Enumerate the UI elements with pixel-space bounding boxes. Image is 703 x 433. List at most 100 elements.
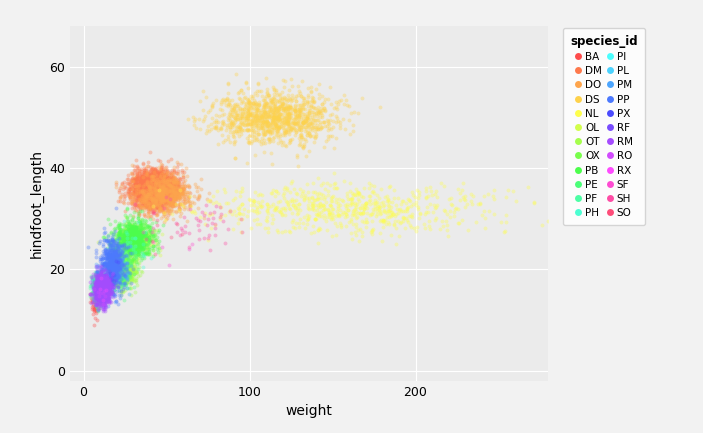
- Point: [274, 102, 285, 109]
- Point: [138, 183, 149, 190]
- Point: [94, 290, 105, 297]
- Point: [113, 271, 124, 278]
- Point: [98, 292, 110, 299]
- Point: [152, 180, 163, 187]
- Point: [120, 230, 131, 237]
- Point: [214, 213, 226, 220]
- Point: [114, 267, 125, 274]
- Point: [152, 191, 163, 198]
- Point: [299, 116, 311, 123]
- Point: [134, 237, 145, 244]
- Point: [302, 121, 313, 128]
- Point: [318, 196, 330, 203]
- Point: [137, 240, 148, 247]
- Point: [150, 179, 161, 186]
- Point: [99, 259, 110, 266]
- Point: [91, 294, 103, 301]
- Point: [157, 196, 168, 203]
- Point: [119, 268, 130, 275]
- Point: [103, 294, 114, 301]
- Point: [432, 202, 443, 209]
- Point: [153, 207, 165, 213]
- Point: [134, 234, 145, 241]
- Point: [296, 142, 307, 149]
- Point: [92, 291, 103, 297]
- Point: [543, 217, 554, 224]
- Point: [391, 225, 402, 232]
- Point: [122, 223, 133, 229]
- Point: [84, 290, 96, 297]
- Point: [116, 278, 127, 285]
- Point: [97, 275, 108, 282]
- Point: [98, 288, 109, 295]
- Point: [141, 181, 153, 187]
- Point: [128, 251, 139, 258]
- Point: [120, 262, 131, 269]
- Point: [97, 281, 108, 288]
- Point: [123, 247, 134, 254]
- Point: [149, 183, 160, 190]
- Point: [154, 201, 165, 208]
- Point: [87, 288, 98, 295]
- Point: [92, 281, 103, 288]
- Point: [93, 291, 105, 298]
- Point: [152, 193, 163, 200]
- Point: [106, 275, 117, 282]
- Point: [172, 182, 183, 189]
- Point: [317, 106, 328, 113]
- Point: [135, 238, 146, 245]
- Point: [102, 261, 113, 268]
- Point: [262, 129, 273, 136]
- Point: [99, 287, 110, 294]
- Point: [136, 186, 148, 193]
- Point: [242, 113, 253, 120]
- Point: [176, 230, 187, 237]
- Point: [122, 239, 133, 246]
- Point: [155, 193, 166, 200]
- Point: [318, 202, 330, 209]
- Point: [144, 182, 155, 189]
- Point: [145, 195, 156, 202]
- Point: [304, 106, 316, 113]
- Point: [137, 187, 148, 194]
- Point: [232, 111, 243, 118]
- Point: [89, 282, 100, 289]
- Point: [130, 239, 141, 246]
- Point: [259, 127, 270, 134]
- Point: [112, 283, 124, 290]
- Point: [136, 181, 147, 188]
- Point: [98, 295, 110, 302]
- Point: [96, 279, 107, 286]
- Point: [104, 252, 115, 259]
- Point: [145, 184, 156, 191]
- Point: [138, 186, 149, 193]
- Point: [110, 252, 122, 259]
- Point: [94, 287, 105, 294]
- Point: [89, 301, 101, 308]
- Point: [174, 192, 185, 199]
- Point: [113, 248, 124, 255]
- Point: [138, 167, 150, 174]
- Point: [292, 109, 303, 116]
- Point: [288, 126, 299, 133]
- Point: [357, 194, 368, 200]
- Point: [151, 177, 162, 184]
- Point: [101, 286, 112, 293]
- Point: [354, 197, 365, 204]
- Point: [167, 178, 179, 185]
- Point: [279, 110, 290, 116]
- Point: [243, 100, 254, 107]
- Point: [216, 112, 227, 119]
- Point: [123, 272, 134, 279]
- Point: [165, 196, 176, 203]
- Point: [108, 252, 120, 259]
- Point: [95, 286, 106, 293]
- Point: [270, 107, 281, 114]
- Point: [112, 271, 124, 278]
- Point: [120, 182, 131, 189]
- Point: [140, 175, 151, 182]
- Point: [281, 102, 292, 109]
- Point: [108, 260, 119, 267]
- Point: [295, 138, 306, 145]
- Point: [91, 294, 103, 301]
